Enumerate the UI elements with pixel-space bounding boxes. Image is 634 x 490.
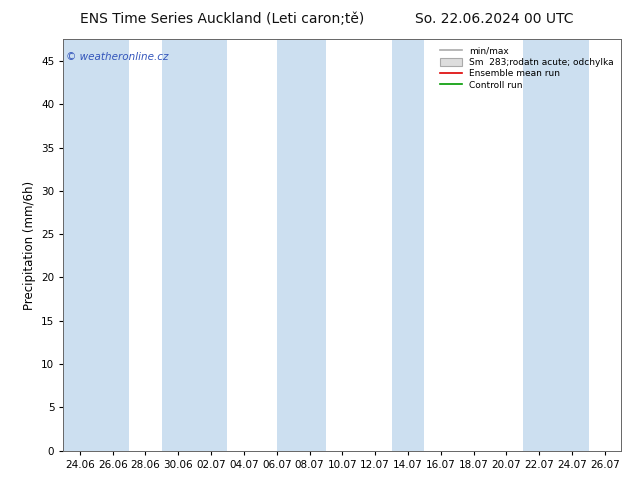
Text: So. 22.06.2024 00 UTC: So. 22.06.2024 00 UTC [415, 12, 574, 26]
Bar [63, 39, 129, 451]
Bar [276, 39, 326, 451]
Bar [523, 39, 588, 451]
Text: ENS Time Series Auckland (Leti caron;tě): ENS Time Series Auckland (Leti caron;tě) [80, 12, 364, 26]
Text: © weatheronline.cz: © weatheronline.cz [66, 51, 169, 62]
Bar [162, 39, 228, 451]
Y-axis label: Precipitation (mm/6h): Precipitation (mm/6h) [23, 180, 36, 310]
Legend: min/max, Sm  283;rodatn acute; odchylka, Ensemble mean run, Controll run: min/max, Sm 283;rodatn acute; odchylka, … [437, 44, 617, 93]
Bar [392, 39, 424, 451]
